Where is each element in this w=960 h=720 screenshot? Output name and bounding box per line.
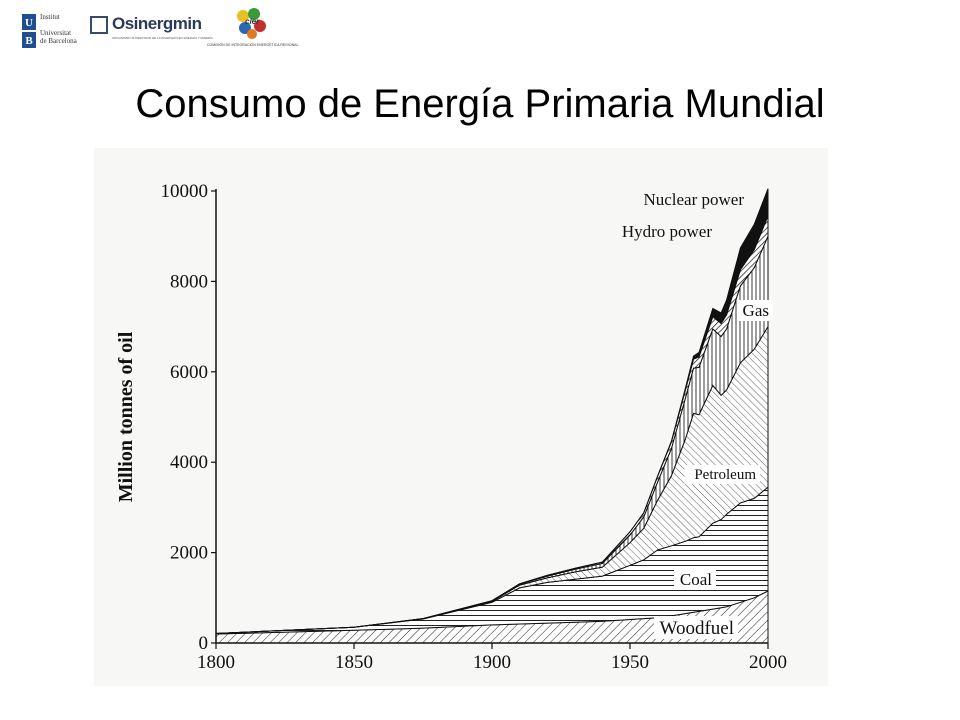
ub-letter-u: U — [25, 17, 33, 29]
y-tick-label: 10000 — [161, 181, 209, 202]
y-tick-label: 4000 — [170, 452, 208, 473]
x-tick-label: 2000 — [749, 652, 787, 673]
osinergmin-sub: ORGANISMO SUPERVISOR DE LA INVERSIÓN EN … — [112, 36, 214, 40]
ub-line-3: de Barcelona — [40, 37, 77, 45]
x-tick-label: 1950 — [611, 652, 649, 673]
series-label-hydro-power: Hydro power — [622, 222, 713, 241]
cier-logo: cier COMISIÓN DE INTEGRACIÓN ENERGÉTICA … — [205, 6, 315, 50]
osinergmin-name: Osinergmin — [112, 14, 202, 33]
page-title: Consumo de Energía Primaria Mundial — [135, 82, 825, 126]
series-label-bg — [654, 616, 738, 639]
series-label-woodfuel: Woodfuel — [660, 618, 734, 639]
series-label-bg — [674, 569, 716, 590]
series-label-petroleum: Petroleum — [694, 467, 756, 483]
ub-line-1: Institut — [40, 13, 60, 21]
y-tick-label: 6000 — [170, 362, 208, 383]
ub-line-2: Universitat — [40, 29, 72, 37]
series-label-gas: Gas — [743, 301, 769, 320]
series-label-bg — [739, 300, 773, 321]
ub-logo-mark: U B — [22, 14, 36, 48]
ub-logo-text: Institut Universitat de Barcelona — [40, 13, 77, 45]
energy-area-chart: 1800 1850 1900 1950 2000 0 2000 4000 6000 8000 100… — [115, 181, 787, 673]
series-label-coal: Coal — [680, 570, 712, 589]
x-tick-label: 1800 — [197, 652, 235, 673]
x-tick-label: 1900 — [473, 652, 511, 673]
area-nuclear-power — [215, 188, 769, 634]
series-label-nuclear-power: Nuclear power — [643, 190, 744, 209]
series-label-bg — [684, 465, 760, 484]
cier-name: cier — [245, 17, 260, 26]
cier-mark-icon — [237, 8, 266, 39]
header-logos: U B Institut Universitat de Barcelona Os… — [0, 0, 960, 60]
osinergmin-logo: Osinergmin ORGANISMO SUPERVISOR DE LA IN… — [90, 14, 213, 44]
y-axis-title: Million tonnes of oil — [115, 331, 137, 502]
y-tick-label: 2000 — [170, 543, 208, 564]
osinergmin-mark-icon — [90, 16, 108, 34]
y-tick-label: 0 — [199, 633, 209, 654]
x-tick-label: 1850 — [335, 652, 373, 673]
cier-sub: COMISIÓN DE INTEGRACIÓN ENERGÉTICA REGIO… — [207, 43, 299, 47]
y-tick-label: 8000 — [170, 271, 208, 292]
chart-scan: 1800 1850 1900 1950 2000 0 2000 4000 6000 8000 100… — [94, 148, 828, 686]
ub-letter-b: B — [25, 35, 33, 47]
